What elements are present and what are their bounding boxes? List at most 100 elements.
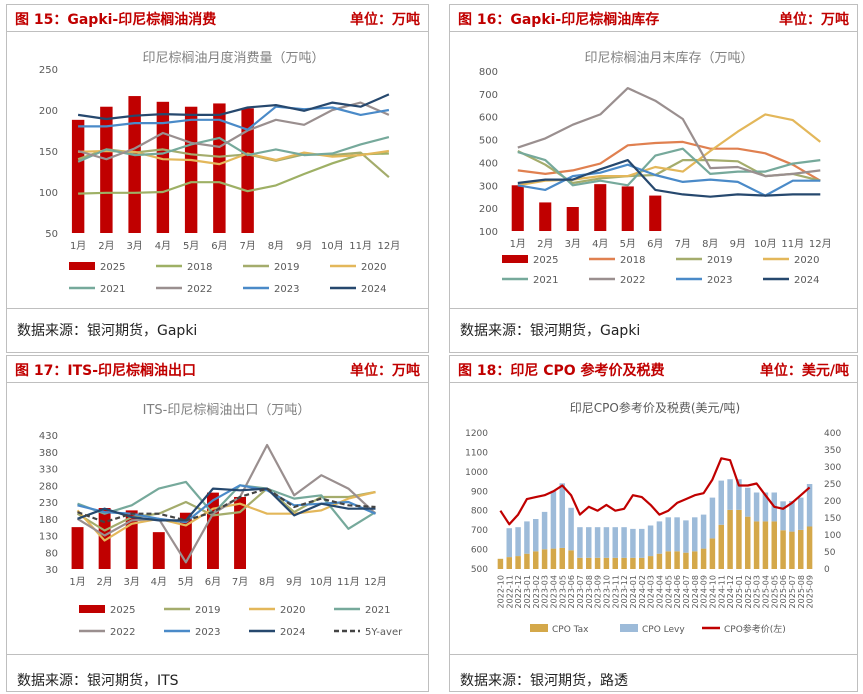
stacked-bar-segment [612,527,618,558]
stacked-bar-segment [639,528,645,558]
stacked-bar-segment [789,531,795,569]
legend-label: 2023 [274,284,299,295]
stacked-bar-segment [524,521,530,554]
x-tick-label: 3月 [126,240,142,252]
bar [511,185,524,231]
stacked-bar-segment [709,538,716,569]
stacked-bar-segment [621,527,627,558]
series-line [77,480,377,530]
cpo-price-tax-chart: 印尼CPO参考价及税费(美元/吨)50060070080090010001100… [465,400,841,635]
chart-title: ITS-印尼棕榈油出口（万吨） [143,403,311,418]
legend-swatch [620,624,638,632]
legend-label: 2021 [533,275,558,286]
stacked-bar-segment [594,527,601,558]
x-tick-label: 8月 [268,240,284,252]
stacked-bar-segment [612,557,618,569]
y-tick-label-right: 150 [824,514,841,524]
x-tick-label: 2024-12 [726,575,735,608]
stacked-bar-segment [656,521,663,554]
legend-label: 2018 [187,262,212,273]
stacked-bar-segment [647,556,654,569]
x-tick-label: 5月 [183,240,199,252]
bar [128,96,141,233]
stacked-bar-segment [700,514,707,549]
x-tick-label: 9月 [286,576,302,588]
x-tick-label: 10月 [310,576,333,588]
stacked-bar-segment [515,527,521,557]
x-tick-label: 2024-01 [629,575,638,608]
x-tick-label: 2月 [537,238,553,250]
x-tick-label: 2022-12 [514,575,523,608]
y-tick-label: 380 [39,448,58,459]
series-line [517,163,821,197]
legend-label: 2022 [187,284,212,295]
y-tick-label: 50 [45,229,58,240]
x-tick-label: 2023-12 [620,575,629,608]
stacked-bar-segment [692,517,698,552]
panel-title: 图 16：Gapki-印尼棕榈油库存 [458,12,660,28]
legend-label: 5Y-aver [365,627,403,638]
x-tick-label: 2024-08 [691,575,700,608]
bar [152,532,165,569]
y-tick-label: 500 [479,136,498,147]
stacked-bar-segment [736,479,742,510]
bar [213,103,226,233]
y-tick-label: 180 [39,515,58,526]
panel-title: 图 15：Gapki-印尼棕榈油消费 [15,12,217,28]
legend-label: 2024 [280,627,305,638]
y-tick-label-right: 50 [824,548,836,558]
x-tick-label: 9月 [730,238,746,250]
y-tick-label-right: 350 [824,446,841,456]
stacked-bar-segment [656,553,663,569]
bar [156,101,170,233]
y-tick-label-left: 500 [471,565,488,575]
stacked-bar-segment [647,525,654,557]
y-tick-label: 130 [39,532,58,543]
legend-label: 2020 [361,262,386,273]
x-tick-label: 10月 [754,238,777,250]
stacked-bar-segment [586,557,592,569]
legend-label: 2020 [794,255,819,266]
stacked-bar-segment [665,551,671,569]
stacked-bar-segment [559,483,565,548]
y-tick-label: 200 [479,204,498,215]
stacked-bar-segment [550,490,557,549]
panel-header: 图 17：ITS-印尼棕榈油出口 单位：万吨 [7,356,428,383]
y-tick-label: 300 [479,181,498,192]
stacked-bar-segment [533,551,539,569]
series-line [78,149,390,166]
y-tick-label: 150 [39,147,58,158]
x-tick-label: 2022-11 [505,575,514,608]
bar [71,527,84,569]
chart-panel-17: 图 17：ITS-印尼棕榈油出口 单位：万吨 ITS-印尼棕榈油出口（万吨） 30… [6,355,429,692]
legend-label: 2025 [533,255,558,266]
x-tick-label: 2023-04 [549,575,558,608]
stacked-bar-segment [577,527,583,558]
stacked-bar-segment [745,516,751,569]
x-tick-label: 1月 [69,576,85,588]
x-tick-label: 1月 [70,240,86,252]
stacked-bar-segment [603,557,610,569]
legend-label: 2019 [274,262,299,273]
bar [539,202,552,231]
series-line [78,152,389,195]
y-tick-label: 80 [45,548,58,559]
legend-label: 2021 [365,605,390,616]
series-line [517,140,821,182]
stacked-bar-segment [533,519,539,552]
y-tick-label: 600 [479,113,498,124]
panel-unit: 单位：美元/吨 [759,363,849,379]
legend-label: 2021 [100,284,125,295]
stacked-bar-segment [541,511,548,550]
stacked-bar-segment [550,548,557,569]
y-tick-label-left: 800 [471,507,488,517]
x-tick-label: 3月 [124,576,140,588]
panel-unit: 单位：万吨 [779,12,849,28]
y-tick-label: 230 [39,498,58,509]
x-tick-label: 8月 [259,576,275,588]
panel-header: 图 16：Gapki-印尼棕榈油库存 单位：万吨 [450,5,857,32]
x-tick-label: 2024-04 [655,575,664,608]
y-tick-label: 200 [39,106,58,117]
legend-label: 2025 [100,262,125,273]
chart-title: 印尼CPO参考价及税费(美元/吨) [570,400,740,415]
